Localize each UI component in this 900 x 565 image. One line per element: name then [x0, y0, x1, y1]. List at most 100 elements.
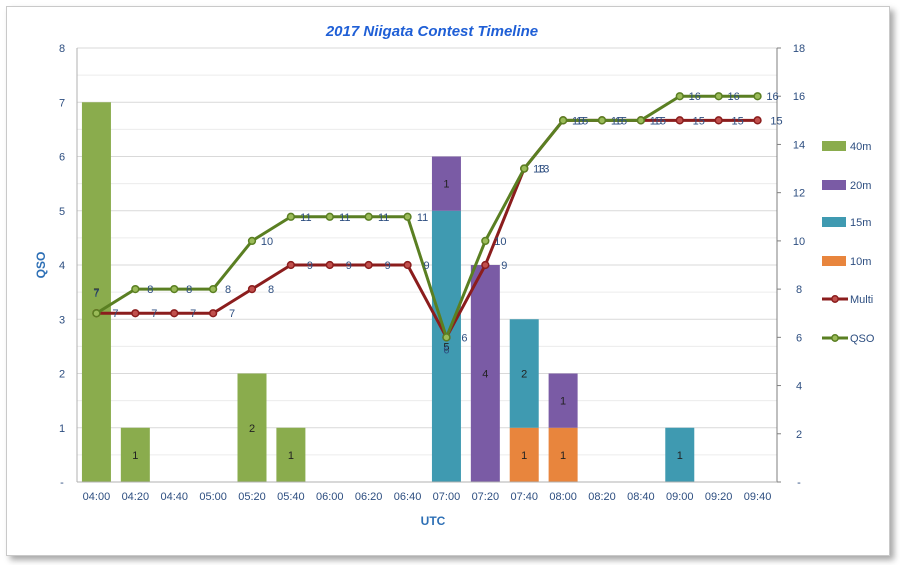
point-QSO-04:20	[131, 284, 140, 294]
bar-40m-05:20	[237, 373, 267, 482]
right-tick-label: 10	[793, 236, 805, 248]
legend-label-40m: 40m	[850, 141, 871, 153]
bar-15m-09:00	[665, 427, 695, 482]
point-Multi-04:20	[131, 309, 140, 318]
bar-label: 7	[93, 287, 99, 299]
x-tick-label: 06:40	[394, 491, 422, 503]
legend-marker-Multi	[831, 295, 839, 303]
qso-point-label: 16	[766, 91, 778, 103]
bar-label: 2	[249, 423, 255, 435]
multi-point-label: 15	[615, 115, 627, 127]
point-Multi-05:40	[286, 260, 296, 270]
multi-point-label: 7	[190, 308, 196, 320]
point-QSO-09:40	[753, 92, 762, 101]
bar-label: 4	[482, 369, 488, 381]
legend-swatch-20m	[822, 180, 846, 190]
right-tick-label: 8	[796, 284, 802, 296]
point-QSO-07:00	[442, 333, 451, 342]
multi-point-label: 9	[307, 260, 313, 272]
x-axis-title: UTC	[421, 514, 446, 528]
left-tick-label: 5	[59, 206, 65, 218]
multi-point-label: 13	[537, 164, 549, 176]
qso-point-label: 15	[650, 115, 662, 127]
x-tick-label: 04:20	[122, 491, 150, 503]
bar-label: 1	[521, 450, 527, 462]
qso-point-label: 11	[378, 212, 389, 224]
point-QSO-08:40	[636, 116, 646, 125]
legend-swatch-15m	[822, 217, 846, 227]
qso-point-label: 16	[728, 91, 740, 103]
right-tick-label: 12	[793, 188, 805, 200]
bar-40m-04:00	[81, 102, 111, 482]
point-QSO-05:20	[247, 236, 257, 246]
bar-label: 1	[677, 450, 683, 462]
left-tick-label: 4	[59, 260, 65, 272]
x-tick-label: 05:40	[277, 491, 305, 503]
left-tick-label: 3	[59, 314, 65, 326]
left-tick-label: 6	[59, 152, 65, 164]
line-QSO	[95, 94, 758, 339]
point-Multi-06:20	[364, 260, 373, 270]
x-tick-label: 04:40	[160, 491, 188, 503]
bar-label: 1	[132, 450, 138, 462]
multi-point-label: 15	[693, 115, 705, 127]
bar-20m-07:20	[470, 265, 500, 482]
multi-point-label: 8	[268, 284, 274, 296]
point-QSO-08:20	[597, 116, 607, 125]
x-tick-label: 09:20	[705, 491, 733, 503]
right-tick-label: 4	[796, 381, 802, 393]
point-QSO-05:40	[286, 212, 296, 221]
multi-point-label: 9	[385, 260, 391, 272]
x-tick-label: 06:20	[355, 491, 383, 503]
point-QSO-07:40	[520, 164, 529, 173]
left-tick-label: -	[60, 477, 64, 489]
right-tick-label: 18	[793, 43, 805, 55]
qso-point-label: 8	[225, 284, 231, 296]
qso-point-label: 15	[572, 115, 584, 127]
multi-point-label: 9	[423, 260, 429, 272]
legend-marker-QSO	[831, 334, 839, 342]
multi-point-label: 7	[151, 308, 157, 320]
x-tick-label: 05:00	[199, 491, 227, 503]
bar-label: 1	[560, 450, 566, 462]
point-Multi-04:40	[170, 309, 179, 318]
bar-label: 2	[521, 369, 527, 381]
qso-point-label: 10	[261, 236, 273, 248]
point-Multi-05:00	[208, 309, 218, 318]
point-QSO-06:40	[403, 212, 412, 221]
legend-label-15m: 15m	[850, 217, 871, 229]
point-QSO-06:00	[325, 212, 334, 221]
chart-title: 2017 Niigata Contest Timeline	[325, 23, 538, 40]
left-tick-label: 8	[59, 43, 65, 55]
bar-40m-05:40	[276, 427, 306, 482]
point-QSO-05:00	[208, 284, 218, 294]
bar-label: 1	[288, 450, 294, 462]
right-tick-label: 14	[793, 139, 805, 151]
point-QSO-04:40	[170, 284, 179, 294]
left-tick-label: 2	[59, 369, 65, 381]
multi-point-label: 15	[732, 115, 744, 127]
bar-10m-08:00	[548, 427, 578, 482]
point-QSO-04:00	[92, 309, 101, 318]
x-tick-label: 07:40	[510, 491, 538, 503]
point-Multi-09:20	[714, 116, 723, 125]
bar-label: 5	[443, 341, 449, 353]
point-Multi-06:40	[403, 260, 412, 270]
qso-point-label: 11	[339, 212, 350, 224]
point-Multi-07:20	[481, 260, 490, 270]
point-QSO-07:20	[481, 236, 490, 246]
right-tick-label: -	[797, 477, 801, 489]
multi-point-label: 15	[770, 115, 782, 127]
x-tick-label: 08:20	[588, 491, 616, 503]
x-tick-label: 08:40	[627, 491, 655, 503]
bar-label: 1	[560, 396, 566, 408]
point-Multi-05:20	[247, 284, 257, 294]
point-QSO-09:20	[714, 92, 723, 101]
bar-10m-07:40	[509, 427, 539, 482]
qso-point-label: 7	[93, 288, 99, 300]
multi-point-label: 15	[654, 115, 666, 127]
gridlines	[77, 47, 777, 456]
x-tick-label: 08:00	[549, 491, 577, 503]
